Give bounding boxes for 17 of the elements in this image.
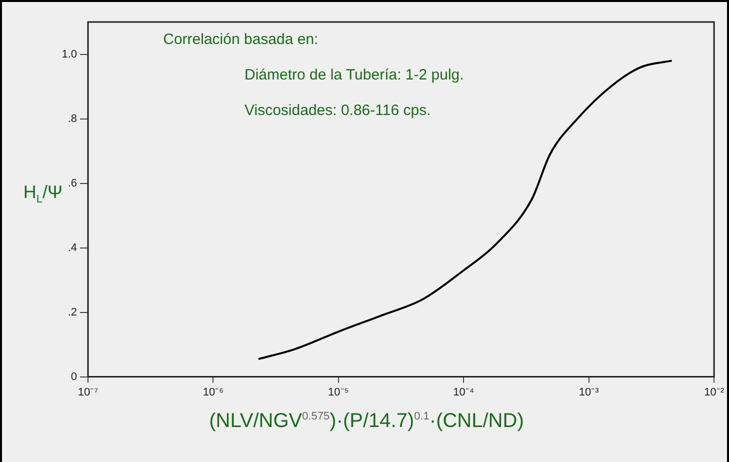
x-tick-label: 10⁻³: [578, 386, 600, 398]
x-tick-label: 10⁻⁷: [78, 386, 98, 398]
y-tick-label: 0: [70, 370, 77, 383]
x-tick-label: 10⁻⁶: [202, 386, 224, 398]
y-tick-label: 1.0: [62, 48, 77, 60]
annotation: Viscosidades: 0.86-116 cps.: [244, 102, 431, 119]
x-tick-label: 10⁻⁵: [328, 386, 349, 398]
y-tick-label: .2: [68, 306, 77, 318]
x-tick-label: 10⁻⁴: [453, 386, 474, 398]
y-axis-title: H$_{L}$/Ψ: [23, 182, 63, 206]
annotation: Diámetro de la Tubería: 1-2 pulg.: [244, 66, 464, 84]
x-axis-title: (NLV/NGV$^{0.575}$)·(P/14.7)$^{0.1}$·(CNL/ND): [208, 410, 525, 433]
y-tick-label: .8: [68, 112, 77, 125]
y-tick-label: .4: [68, 242, 77, 254]
x-tick-label: 10⁻²: [704, 386, 724, 398]
y-tick-label: .6: [68, 177, 77, 190]
annotation: Correlación basada en:: [163, 30, 318, 48]
